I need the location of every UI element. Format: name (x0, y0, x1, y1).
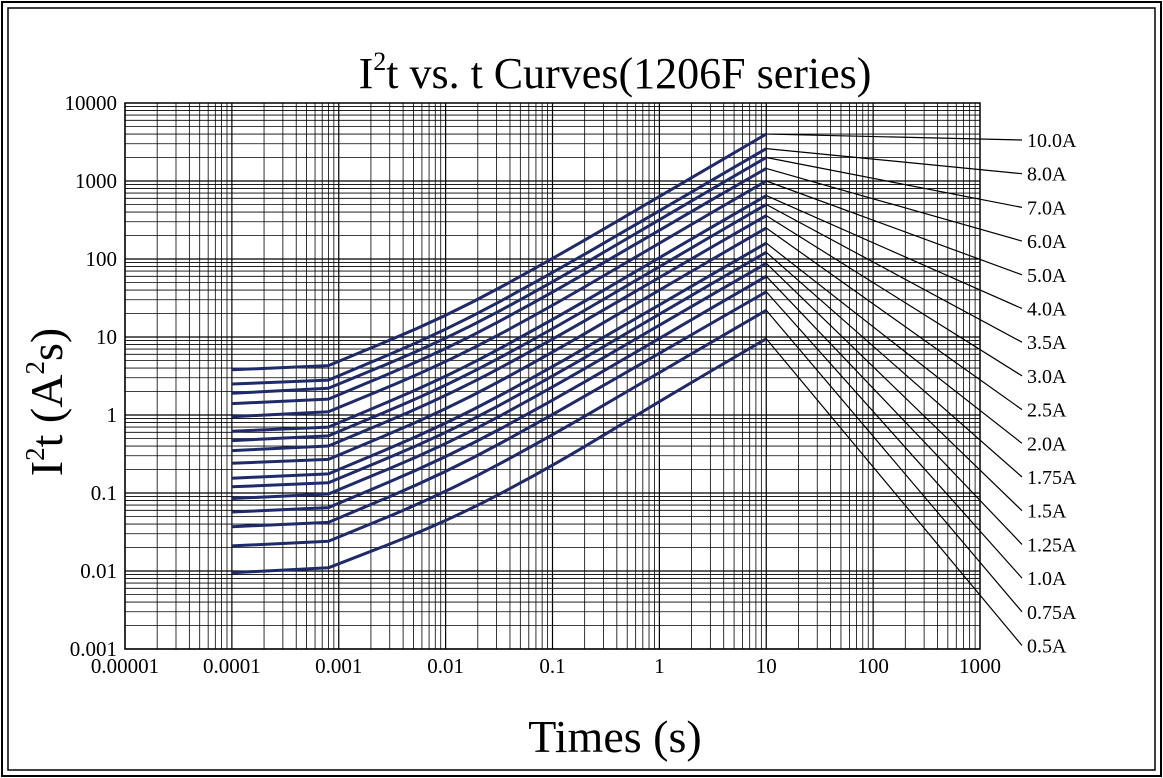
series-label: 5.0A (1027, 265, 1067, 287)
y-tick-label: 1000 (75, 169, 117, 193)
curve-1.75A (231, 251, 768, 489)
series-label: 1.0A (1027, 568, 1067, 590)
y-tick-label: 10 (96, 325, 117, 349)
x-tick-label: 10 (756, 654, 777, 678)
series-label: 1.75A (1027, 467, 1077, 489)
curve-6.0A (231, 167, 768, 406)
series-label: 10.0A (1027, 130, 1077, 152)
series-label: 4.0A (1027, 299, 1067, 321)
curve-10.0A (231, 132, 768, 372)
curve-1.25A (231, 275, 768, 514)
grid (124, 103, 980, 650)
leader-line (765, 203, 1023, 343)
inner-border (7, 7, 1156, 771)
y-tick-labels: 0.001 0.01 0.1 1 10 100 1000 10000 (65, 91, 118, 661)
leader-line (766, 167, 1023, 242)
curves (231, 132, 768, 575)
x-tick-label: 100 (857, 654, 889, 678)
curve-4.0A (231, 194, 768, 433)
curve-7.0A (231, 156, 768, 395)
x-axis-label: Times (s) (528, 711, 701, 762)
y-tick-label: 0.01 (80, 559, 117, 583)
leader-line (765, 251, 1023, 478)
y-tick-label: 1 (107, 403, 118, 427)
leader-line (765, 242, 1023, 444)
series-label: 0.75A (1027, 602, 1077, 624)
series-label: 1.5A (1027, 501, 1067, 523)
y-tick-label: 10000 (65, 91, 118, 115)
x-tick-label: 0.0001 (203, 654, 261, 678)
leader-line (766, 156, 1023, 208)
series-label: 8.0A (1027, 164, 1067, 186)
series-label: 3.5A (1027, 332, 1067, 354)
curve-5.0A (231, 179, 768, 419)
leader-line (765, 291, 1023, 579)
x-tick-label: 1000 (959, 654, 1001, 678)
leader-line (765, 262, 1023, 512)
x-tick-label: 0.001 (315, 654, 362, 678)
curve-3.5A (231, 203, 768, 443)
series-labels: 10.0A 8.0A 7.0A 6.0A 5.0A 4.0A 3.5A 3.0A 2.5A 2.0… (765, 130, 1077, 658)
leader-line (765, 338, 1023, 646)
plot-area (124, 102, 981, 650)
leader-line (765, 227, 1023, 411)
leader-line (766, 195, 1023, 310)
x-tick-labels: 0.00001 0.0001 0.001 0.01 0.1 1 10 100 1000 (91, 654, 1001, 678)
series-label: 7.0A (1027, 197, 1067, 219)
x-tick-label: 0.01 (427, 654, 464, 678)
series-label: 2.0A (1027, 433, 1067, 455)
y-tick-label: 0.1 (91, 481, 117, 505)
leader-line (765, 215, 1023, 377)
curve-0.5A (231, 337, 768, 575)
leader-line (766, 148, 1023, 175)
curve-0.75A (231, 309, 768, 548)
curve-2.5A (231, 226, 768, 465)
curve-2.0A (231, 241, 768, 480)
leader-line (765, 309, 1023, 613)
series-label: 3.0A (1027, 366, 1067, 388)
curve-1.0A (231, 290, 768, 529)
x-tick-label: 0.1 (539, 654, 565, 678)
series-label: 0.5A (1027, 636, 1067, 658)
chart-title: I2t vs. t Curves(1206F series) (359, 47, 872, 98)
leader-line (765, 275, 1023, 545)
series-label: 1.25A (1027, 534, 1077, 556)
series-label: 2.5A (1027, 400, 1067, 422)
y-tick-label: 0.001 (70, 637, 117, 661)
leader-line (766, 180, 1023, 276)
x-tick-label: 1 (654, 654, 665, 678)
y-tick-label: 100 (86, 247, 118, 271)
y-axis-label: I2t (A2s) (20, 328, 72, 476)
curve-3.0A (231, 214, 768, 453)
leader-line (766, 133, 1023, 141)
series-label: 6.0A (1027, 231, 1067, 253)
curve-1.5A (231, 262, 768, 500)
curve-8.0A (231, 147, 768, 386)
x-tick-label: 0.00001 (91, 654, 159, 678)
